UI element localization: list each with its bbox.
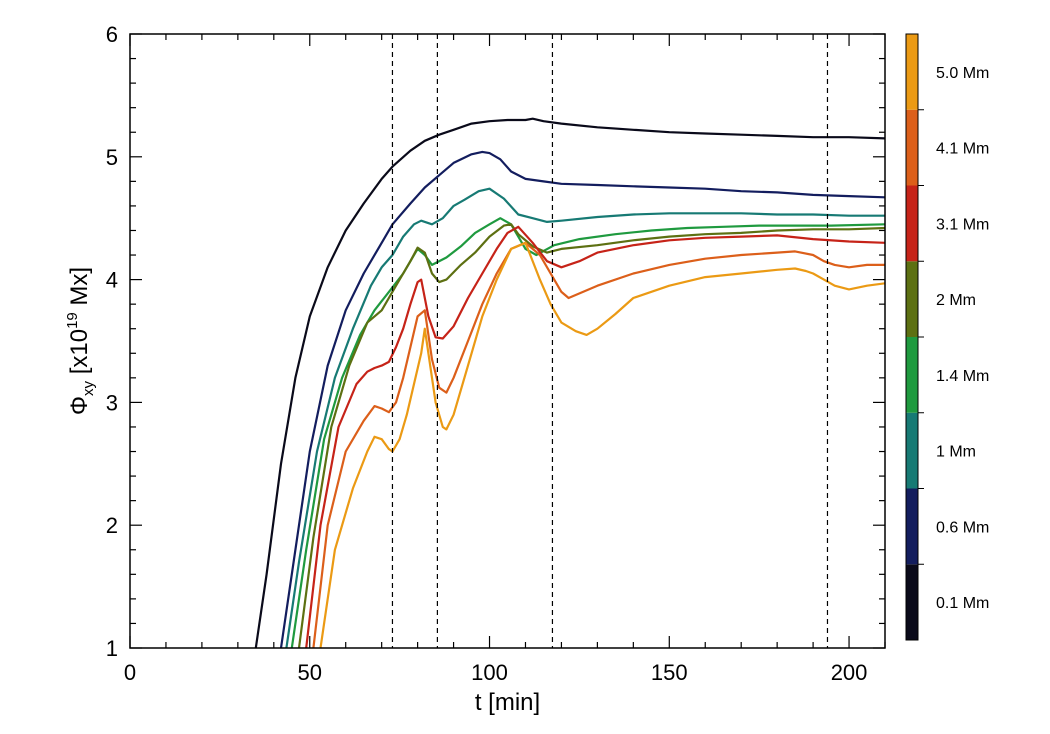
event-markers (391, 34, 829, 648)
colorbar-label-4: 1.4 Mm (936, 368, 989, 385)
x-tick-label: 150 (651, 660, 688, 685)
colorbar-swatch-1 (906, 564, 918, 640)
y-tick-label: 4 (106, 268, 118, 293)
y-tick-label: 2 (106, 513, 118, 538)
series-line-3 (285, 187, 885, 648)
y-tick-label: 6 (106, 22, 118, 47)
y-axis-superscript: 19 (64, 312, 81, 329)
series-line-5 (297, 223, 885, 648)
colorbar-swatch-7 (906, 109, 918, 186)
colorbar-swatch-8 (906, 34, 918, 110)
colorbar-swatch-4 (906, 337, 918, 413)
series-line-1 (254, 117, 885, 648)
axis-tick-labels: 0 50 100 150 200 1 2 3 4 5 6 (106, 22, 868, 685)
y-tick-label: 5 (106, 145, 118, 170)
colorbar-label-8: 5.0 Mm (936, 65, 989, 82)
y-axis-prefix: [x10 (66, 329, 93, 381)
y-axis-subscript: xy (80, 380, 97, 396)
colorbar-label-7: 4.1 Mm (936, 141, 989, 158)
y-axis-symbol: Φ (66, 396, 93, 415)
colorbar-swatch-3 (906, 412, 918, 489)
colorbar-label-1: 0.1 Mm (936, 595, 989, 612)
y-tick-label: 1 (106, 636, 118, 661)
colorbar-swatch-2 (906, 488, 918, 565)
y-tick-label: 3 (106, 390, 118, 415)
x-tick-label: 100 (471, 660, 508, 685)
x-axis-title: t [min] (475, 689, 540, 716)
colorbar-frame (905, 33, 919, 641)
y-axis-suffix: Mx] (66, 267, 93, 312)
series-lines (254, 117, 885, 648)
colorbar-swatch-5 (906, 261, 918, 337)
axis-ticks (129, 33, 886, 649)
series-line-6 (305, 225, 885, 648)
colorbar-legend: 0.1 Mm 0.6 Mm 1 Mm 1.4 Mm 2 Mm 3.1 Mm 4.1 Mm 5.… (905, 33, 989, 641)
x-tick-label: 50 (298, 660, 322, 685)
colorbar-label-6: 3.1 Mm (936, 216, 989, 233)
plot-frame (129, 33, 886, 649)
colorbar-label-5: 2 Mm (936, 292, 976, 309)
colorbar-swatch-6 (906, 185, 918, 262)
y-axis-title: Φxy [x1019 Mx] (64, 267, 97, 415)
colorbar-label-2: 0.6 Mm (936, 519, 989, 536)
x-tick-label: 0 (124, 660, 136, 685)
series-line-7 (312, 241, 885, 648)
colorbar-label-3: 1 Mm (936, 444, 976, 461)
series-line-2 (279, 150, 885, 648)
x-tick-label: 200 (831, 660, 868, 685)
series-line-4 (290, 217, 885, 648)
series-line-8 (319, 241, 885, 648)
